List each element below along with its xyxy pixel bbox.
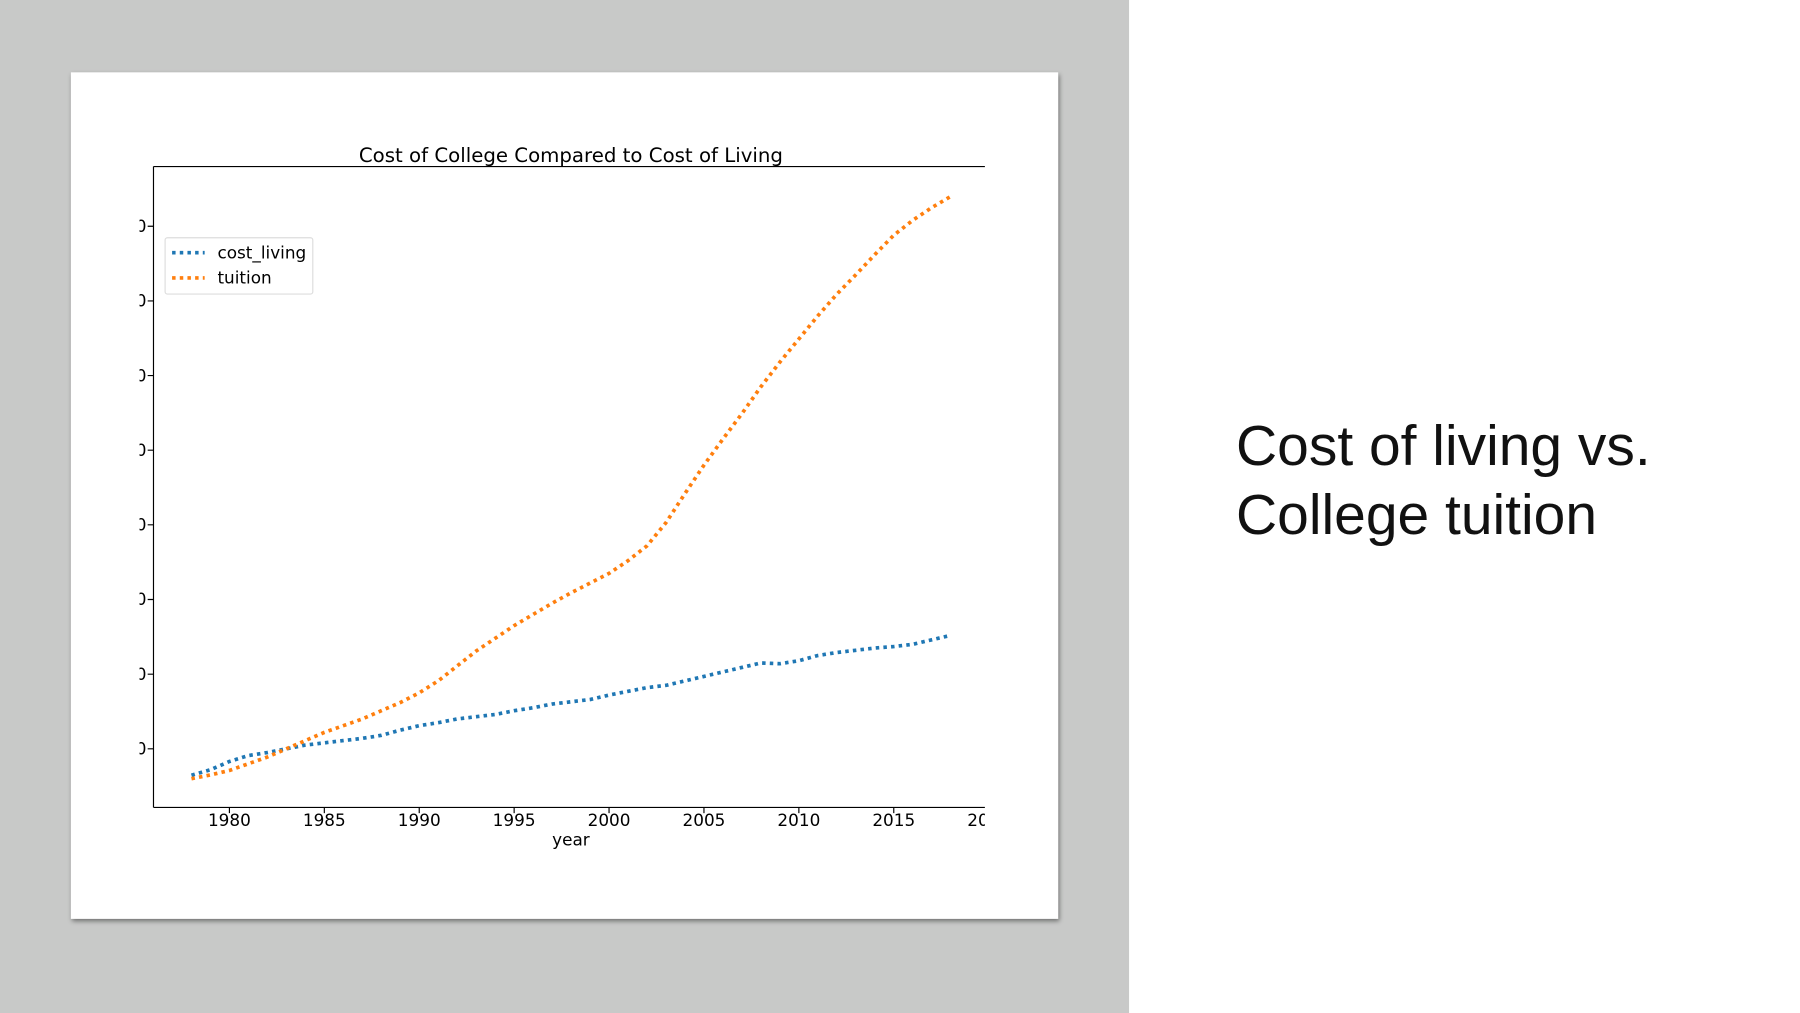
x-tick-label: 1990 [398,810,441,830]
x-tick-label: 1985 [303,810,346,830]
y-tick-label: 200 [114,664,146,684]
x-axis-label: year [552,829,590,849]
y-tick-label: 800 [114,216,146,236]
x-tick-label: 2015 [872,810,915,830]
x-tick-label: 1995 [493,810,536,830]
slide-heading: College tuition [1236,483,1597,546]
y-tick-label: 100 [114,739,146,759]
x-tick-label: 2010 [777,810,820,830]
y-tick-label: 600 [114,365,146,385]
x-tick-label: 2005 [683,810,726,830]
data-line [191,194,952,781]
legend-label: tuition [217,268,271,288]
y-tick-label: 500 [114,440,146,460]
chart-paper [70,72,1059,919]
y-tick-label: 400 [114,515,146,535]
x-tick-label: 2020 [967,810,1010,830]
x-tick-label: 1980 [208,810,251,830]
slide-heading: Cost of living vs. [1236,414,1651,477]
x-tick-label: 2000 [588,810,631,830]
chart-title: Cost of College Compared to Cost of Livi… [359,144,783,167]
legend-label: cost_living [217,243,306,264]
y-tick-label: 300 [114,589,146,609]
chart-image: Cost of College Compared to Cost of Livi… [114,144,1010,849]
data-line [190,633,952,778]
legend-box [164,237,314,295]
y-tick-label: 700 [114,291,146,311]
